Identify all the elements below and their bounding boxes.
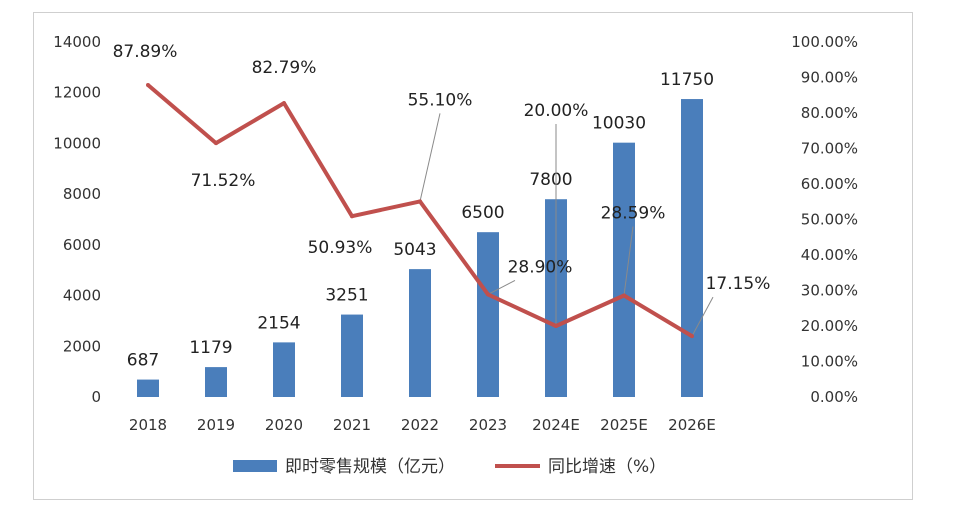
left-tick-label: 2000 xyxy=(63,337,101,355)
line-value-label: 71.52% xyxy=(191,171,256,191)
right-tick-label: 60.00% xyxy=(801,175,858,193)
line-point xyxy=(146,82,150,87)
line-value-label: 28.59% xyxy=(601,204,666,224)
line-value-label: 55.10% xyxy=(408,90,473,110)
bar-value-label: 3251 xyxy=(325,286,368,306)
bar-series xyxy=(137,99,703,397)
bar-data-labels: 687 1179 2154 3251 5043 6500 7800 10030 11750 xyxy=(127,70,714,371)
right-tick-label: 0.00% xyxy=(810,388,858,406)
bar xyxy=(681,99,703,397)
x-tick-label: 2025E xyxy=(600,416,648,434)
label-leader-line xyxy=(419,113,441,202)
bar xyxy=(205,367,227,397)
line-label-leaders xyxy=(419,113,714,337)
bar-value-label: 6500 xyxy=(461,203,504,223)
bar xyxy=(613,142,635,397)
x-tick-label: 2022 xyxy=(401,416,439,434)
x-tick-label: 2021 xyxy=(333,416,371,434)
right-tick-label: 20.00% xyxy=(801,317,858,335)
x-tick-label: 2023 xyxy=(469,416,507,434)
bar-value-label: 687 xyxy=(127,351,159,371)
bar xyxy=(137,379,159,397)
line-data-labels: 87.89% 71.52% 82.79% 50.93% 55.10% 28.90% 20.0… xyxy=(113,42,771,294)
bar-value-label: 5043 xyxy=(393,240,436,260)
left-tick-label: 12000 xyxy=(53,84,101,102)
x-tick-label: 2019 xyxy=(197,416,235,434)
legend-bar-swatch xyxy=(233,460,277,472)
line-value-label: 20.00% xyxy=(524,101,589,121)
bar-value-label: 11750 xyxy=(660,70,714,90)
line-value-label: 87.89% xyxy=(113,42,178,62)
bar-value-label: 2154 xyxy=(257,313,300,333)
right-axis-ticks: 0.00% 10.00% 20.00% 30.00% 40.00% 50.00% 60.00… xyxy=(791,33,858,406)
x-tick-label: 2020 xyxy=(265,416,303,434)
left-axis-ticks: 0 2000 4000 6000 8000 10000 12000 14000 xyxy=(53,33,101,406)
line-series xyxy=(146,82,694,339)
line-point xyxy=(554,324,558,328)
line-value-label: 28.90% xyxy=(508,257,573,277)
left-tick-label: 0 xyxy=(91,388,101,406)
label-leader-line xyxy=(623,226,634,296)
line-point xyxy=(214,141,218,146)
right-tick-label: 50.00% xyxy=(801,211,858,229)
right-tick-label: 100.00% xyxy=(791,33,858,51)
label-leader-line xyxy=(691,296,714,337)
line-point xyxy=(350,214,354,219)
line-point xyxy=(690,334,694,339)
x-axis-ticks: 2018 2019 2020 2021 2022 2023 2024E 2025E 2026E xyxy=(129,416,716,434)
line-point xyxy=(486,292,490,297)
right-tick-label: 70.00% xyxy=(801,140,858,158)
legend: 即时零售规模（亿元） 同比增速（%） xyxy=(233,457,666,477)
right-tick-label: 40.00% xyxy=(801,246,858,264)
left-tick-label: 4000 xyxy=(63,287,101,305)
right-tick-label: 80.00% xyxy=(801,104,858,122)
line-value-label: 17.15% xyxy=(706,274,771,294)
right-tick-label: 10.00% xyxy=(801,353,858,371)
left-tick-label: 8000 xyxy=(63,185,101,203)
left-tick-label: 6000 xyxy=(63,236,101,254)
bar-value-label: 7800 xyxy=(529,170,572,190)
bar xyxy=(273,342,295,397)
legend-bar-label: 即时零售规模（亿元） xyxy=(285,457,455,477)
right-tick-label: 30.00% xyxy=(801,282,858,300)
bar xyxy=(409,269,431,397)
legend-line-label: 同比增速（%） xyxy=(548,457,666,477)
bar-value-label: 1179 xyxy=(189,338,232,358)
chart-frame xyxy=(33,12,913,500)
left-tick-label: 14000 xyxy=(53,33,101,51)
bar-value-label: 10030 xyxy=(592,114,646,134)
x-tick-label: 2026E xyxy=(668,416,716,434)
x-tick-label: 2024E xyxy=(532,416,580,434)
bar xyxy=(477,232,499,397)
line-value-label: 50.93% xyxy=(308,238,373,258)
line-point xyxy=(418,199,422,204)
line-value-label: 82.79% xyxy=(252,58,317,78)
x-tick-label: 2018 xyxy=(129,416,167,434)
right-tick-label: 90.00% xyxy=(801,69,858,87)
left-tick-label: 10000 xyxy=(53,134,101,152)
line-point xyxy=(282,101,286,106)
bar xyxy=(341,314,363,397)
line-point xyxy=(622,293,626,298)
label-leader-line xyxy=(487,279,516,295)
